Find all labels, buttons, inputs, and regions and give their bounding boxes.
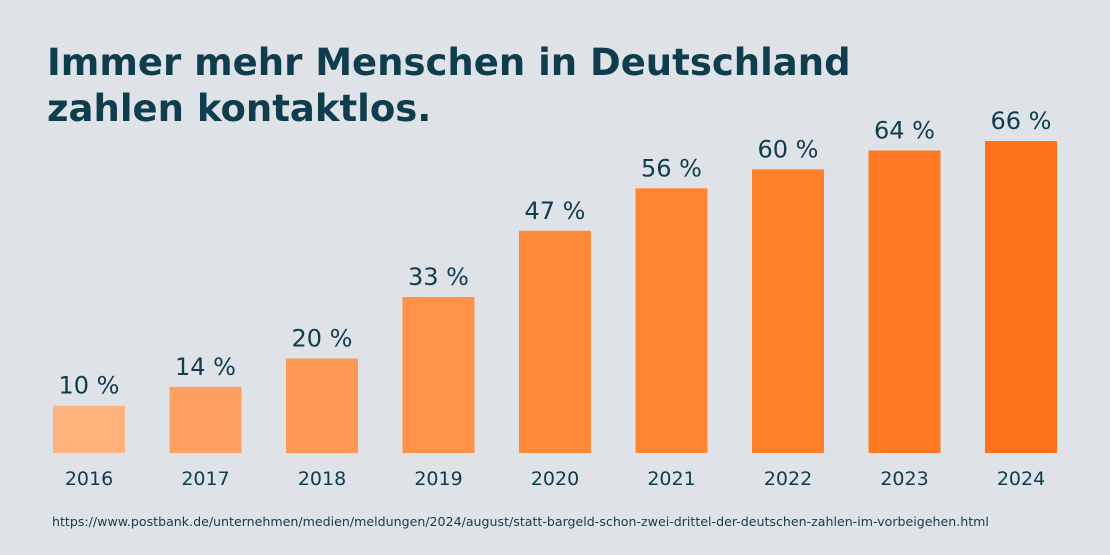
x-tick-label-2019: 2019 [414, 468, 462, 490]
bar-2018 [286, 358, 358, 453]
bar-2023 [868, 150, 941, 453]
bar-2019 [402, 297, 475, 453]
x-tick-label-2020: 2020 [531, 468, 579, 490]
x-tick-label-2022: 2022 [764, 468, 812, 490]
data-label-2023: 64 % [874, 117, 935, 145]
bar-2016 [53, 405, 125, 453]
bar-2017 [169, 386, 242, 453]
x-tick-label-2023: 2023 [880, 468, 928, 490]
x-tick-label-2018: 2018 [298, 468, 346, 490]
data-label-2022: 60 % [758, 135, 819, 163]
chart-title-line-1: Immer mehr Menschen in Deutschland [47, 41, 851, 84]
x-tick-label-2024: 2024 [997, 468, 1045, 490]
bar-2021 [635, 188, 708, 454]
bar-2024 [985, 141, 1057, 453]
data-label-2018: 20 % [292, 325, 353, 353]
chart-title: Immer mehr Menschen in Deutschland zahle… [47, 40, 851, 132]
data-label-2017: 14 % [175, 353, 236, 381]
chart-title-line-2: zahlen kontaktlos. [47, 87, 432, 130]
source-url: https://www.postbank.de/unternehmen/medi… [52, 514, 989, 529]
bar-2020 [519, 230, 591, 453]
x-tick-label-2016: 2016 [65, 468, 113, 490]
data-label-2016: 10 % [59, 372, 120, 400]
x-tick-label-2017: 2017 [181, 468, 229, 490]
data-label-2020: 47 % [525, 197, 586, 225]
data-label-2019: 33 % [408, 263, 469, 291]
data-label-2024: 66 % [991, 107, 1052, 135]
data-label-2021: 56 % [641, 154, 702, 182]
x-tick-label-2021: 2021 [647, 468, 695, 490]
bar-2022 [752, 169, 824, 453]
